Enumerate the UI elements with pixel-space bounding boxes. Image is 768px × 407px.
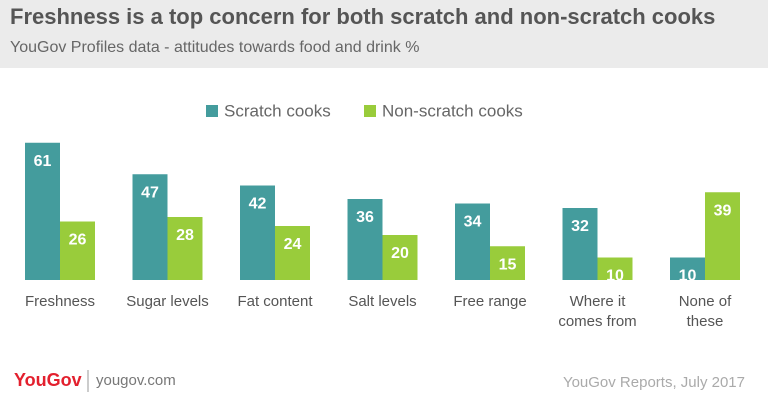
bar: [60, 221, 95, 280]
x-tick-label: Sugar levels: [126, 293, 209, 310]
value-label: 47: [141, 184, 159, 201]
legend-label: Non-scratch cooks: [382, 101, 523, 120]
bar: [670, 257, 705, 280]
x-tick-label: Freshness: [24, 293, 96, 310]
x-tick-label: Where it comes from: [558, 293, 637, 330]
legend-swatch: [206, 105, 218, 117]
value-label: 28: [176, 227, 194, 244]
bar: [705, 192, 740, 280]
x-tick-label: None of these: [678, 293, 732, 330]
x-tick-label: Free range: [453, 293, 527, 310]
value-label: 34: [464, 214, 482, 231]
bar: [347, 199, 383, 280]
x-tick-label: Fat content: [237, 293, 313, 310]
value-label: 15: [499, 256, 517, 273]
legend-swatch: [364, 105, 376, 117]
header-band: [0, 0, 768, 68]
bar: [275, 226, 310, 280]
bar: [562, 208, 598, 280]
bar: [240, 185, 275, 280]
value-label: 61: [34, 153, 52, 170]
value-label: 32: [571, 218, 589, 235]
legend-label: Scratch cooks: [224, 101, 331, 120]
value-label: 36: [356, 209, 374, 226]
bar: [455, 203, 490, 280]
logo: YouGov: [14, 370, 82, 390]
bar: [132, 174, 168, 280]
value-label: 10: [679, 268, 697, 285]
x-tick-label: Salt levels: [348, 293, 417, 310]
bar: [382, 235, 418, 280]
bar: [167, 217, 203, 280]
site: yougov.com: [96, 372, 176, 389]
value-label: 42: [249, 196, 267, 213]
chart-title: Freshness is a top concern for both scra…: [10, 4, 715, 29]
bar: [25, 142, 60, 280]
value-label: 20: [391, 245, 409, 262]
value-label: 24: [284, 236, 302, 253]
source: YouGov Reports, July 2017: [563, 374, 745, 391]
value-label: 10: [606, 268, 624, 285]
value-label: 39: [714, 202, 732, 219]
value-label: 26: [69, 232, 87, 249]
chart-subtitle: YouGov Profiles data - attitudes towards…: [10, 39, 419, 56]
bar: [597, 257, 633, 280]
bar: [490, 246, 525, 280]
